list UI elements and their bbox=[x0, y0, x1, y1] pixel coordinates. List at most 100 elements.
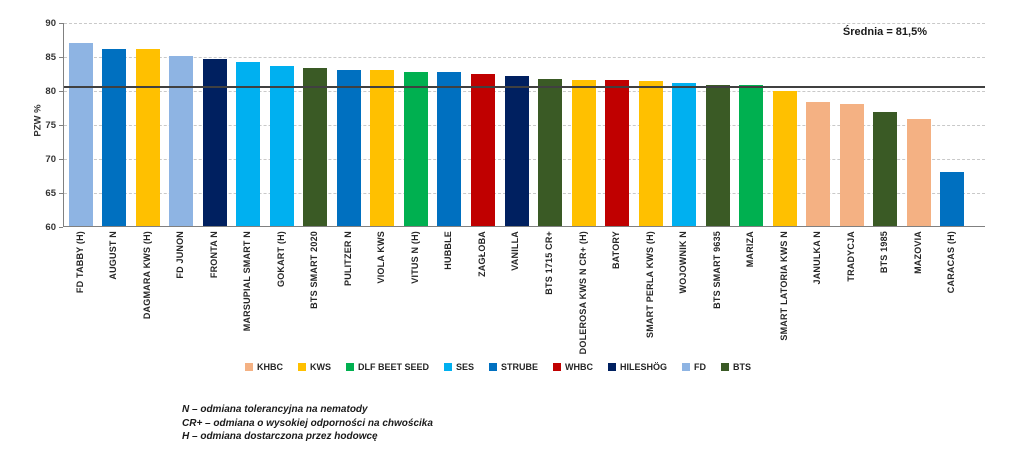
x-label: AUGUST N bbox=[108, 231, 119, 280]
bar-caracas-h bbox=[940, 172, 965, 226]
legend-item-whbc: WHBC bbox=[553, 362, 593, 372]
bar-viola-kws bbox=[370, 70, 395, 226]
x-label-slot: BTS 1985 bbox=[867, 231, 901, 371]
y-tick-mark-90 bbox=[59, 23, 63, 24]
y-tick-mark-70 bbox=[59, 159, 63, 160]
bar-marsupial-smart-n bbox=[236, 62, 261, 226]
bar-fd-junon bbox=[169, 56, 194, 226]
x-label-slot: PULITZER N bbox=[331, 231, 365, 371]
legend-label: KWS bbox=[309, 362, 331, 372]
bar-bts-smart-2020 bbox=[303, 68, 328, 226]
x-label: SMART PERLA KWS (H) bbox=[644, 231, 655, 338]
x-label-slot: BTS SMART 2020 bbox=[298, 231, 332, 371]
bar-batory bbox=[605, 80, 630, 226]
x-label: BATORY bbox=[611, 231, 622, 270]
legend-swatch-icon bbox=[682, 363, 691, 371]
legend-swatch-icon bbox=[244, 363, 253, 371]
x-label-slot: MARIZA bbox=[733, 231, 767, 371]
x-label: GOKART (H) bbox=[275, 231, 286, 287]
bar-mazovia bbox=[906, 118, 931, 226]
legend-item-ses: SES bbox=[443, 362, 474, 372]
x-label-slot: BTS 1715 CR+ bbox=[532, 231, 566, 371]
y-tick-mark-80 bbox=[59, 91, 63, 92]
legend-label: FD bbox=[694, 362, 707, 372]
x-label-slot: MAZOVIA bbox=[901, 231, 935, 371]
bar-fd-tabby-h bbox=[68, 43, 93, 226]
bar-dolerosa-kws-n-cr+-h bbox=[571, 80, 596, 226]
x-label-slot: VIOLA KWS bbox=[365, 231, 399, 371]
gridline-90 bbox=[64, 23, 985, 24]
y-tick-label-85: 85 bbox=[45, 51, 56, 63]
legend-item-kws: KWS bbox=[297, 362, 331, 372]
footnotes: N – odmiana tolerancyjna na nematody CR+ … bbox=[182, 403, 433, 444]
y-tick-label-80: 80 bbox=[45, 85, 56, 97]
legend-swatch-icon bbox=[608, 363, 617, 371]
legend-item-khbc: KHBC bbox=[244, 362, 283, 372]
x-label-slot: FRONTA N bbox=[197, 231, 231, 371]
y-tick-label-65: 65 bbox=[45, 187, 56, 199]
y-axis-title: PZW % bbox=[32, 104, 44, 137]
bar-fronta-n bbox=[202, 59, 227, 226]
legend-swatch-icon bbox=[443, 363, 452, 371]
x-label-slot: SMART LATORIA KWS N bbox=[767, 231, 801, 371]
x-label: BTS 1715 CR+ bbox=[544, 231, 554, 295]
x-label: FD JUNON bbox=[175, 231, 186, 279]
legend-swatch-icon bbox=[345, 363, 354, 371]
legend-label: WHBC bbox=[565, 362, 594, 372]
y-tick-label-60: 60 bbox=[45, 221, 56, 233]
x-label: BTS SMART 2020 bbox=[309, 231, 320, 309]
x-label: TRADYCJA bbox=[845, 231, 856, 282]
legend-label: SES bbox=[455, 362, 474, 372]
x-label: VIOLA KWS bbox=[376, 231, 387, 284]
bar-janulka-n bbox=[806, 101, 831, 226]
x-label-slot: DOLEROSA KWS N CR+ (H) bbox=[566, 231, 600, 371]
x-label: JANULKA N bbox=[812, 231, 823, 285]
y-tick-mark-65 bbox=[59, 193, 63, 194]
legend: KHBC KWS DLF BEET SEED SES STRUBE WHBC HILESHÖ… bbox=[0, 362, 996, 372]
legend-item-dlf-beet-seed: DLF BEET SEED bbox=[345, 362, 429, 372]
x-label: MAZOVIA bbox=[912, 231, 923, 274]
x-label: VITUS N (H) bbox=[409, 231, 420, 284]
footnote-line-3: H – odmiana dostarczona przez hodowcę bbox=[182, 431, 378, 442]
x-label: SMART LATORIA KWS N bbox=[778, 231, 789, 341]
bar-vitus-n-h bbox=[403, 71, 428, 226]
x-label-slot: FD JUNON bbox=[164, 231, 198, 371]
bar-wojownik-n bbox=[672, 82, 697, 226]
x-label: HUBBLE bbox=[443, 231, 454, 270]
bar-hubble bbox=[437, 72, 462, 226]
y-tick-label-70: 70 bbox=[45, 153, 56, 165]
legend-item-strube: STRUBE bbox=[489, 362, 538, 372]
bar-smart-perla-kws-h bbox=[638, 81, 663, 226]
x-label: FD TABBY (H) bbox=[74, 231, 85, 294]
x-label-slot: DAGMARA KWS (H) bbox=[130, 231, 164, 371]
x-label: ZAGŁOBA bbox=[476, 231, 487, 277]
x-label-slot: AUGUST N bbox=[97, 231, 131, 371]
x-label-slot: VANILLA bbox=[499, 231, 533, 371]
footnote-line-1: N – odmiana tolerancyjna na nematody bbox=[182, 404, 368, 415]
x-label: FRONTA N bbox=[208, 231, 219, 279]
bar-dagmara-kws-h bbox=[135, 49, 160, 226]
x-label: WOJOWNIK N bbox=[678, 231, 689, 294]
legend-item-hileshög: HILESHÖG bbox=[608, 362, 667, 372]
footnote-line-2: CR+ – odmiana o wysokiej odporności na c… bbox=[182, 417, 433, 429]
gridline-85 bbox=[64, 57, 985, 58]
bar-bts-1715-cr+ bbox=[538, 79, 563, 226]
x-label-slot: GOKART (H) bbox=[264, 231, 298, 371]
x-label-slot: BATORY bbox=[599, 231, 633, 371]
bar-bts-1985 bbox=[873, 112, 898, 226]
x-label: CARACAS (H) bbox=[946, 231, 957, 294]
x-label: MARSUPIAL SMART N bbox=[242, 231, 253, 332]
bar-bts-smart-9635 bbox=[705, 84, 730, 226]
legend-swatch-icon bbox=[489, 363, 497, 371]
plot-area: Średnia = 81,5% bbox=[63, 23, 985, 227]
x-label-slot: MARSUPIAL SMART N bbox=[231, 231, 265, 371]
x-label: DOLEROSA KWS N CR+ (H) bbox=[577, 231, 588, 355]
x-label-slot: TRADYCJA bbox=[834, 231, 868, 371]
x-label-slot: BTS SMART 9635 bbox=[700, 231, 734, 371]
x-label-slot: HUBBLE bbox=[432, 231, 466, 371]
x-label: BTS SMART 9635 bbox=[711, 231, 722, 309]
legend-item-fd: FD bbox=[682, 362, 706, 372]
x-label-slot: WOJOWNIK N bbox=[666, 231, 700, 371]
x-label-slot: ZAGŁOBA bbox=[465, 231, 499, 371]
bar-pulitzer-n bbox=[336, 70, 361, 226]
